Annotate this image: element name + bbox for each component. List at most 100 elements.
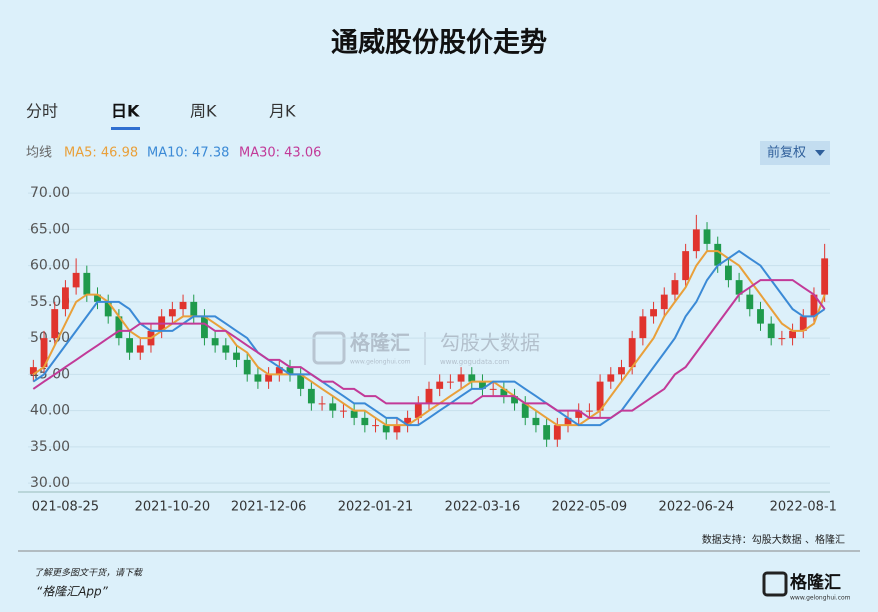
candle-body: [778, 338, 786, 340]
tab[interactable]: 月K: [269, 102, 296, 121]
y-tick-label: 70.00: [30, 185, 70, 201]
candle-body: [767, 323, 775, 339]
tab-active[interactable]: 日K: [111, 102, 140, 121]
candle-body: [222, 345, 230, 353]
x-tick-label: 2022-03-16: [445, 500, 521, 515]
legend-item: MA30: 43.06: [239, 146, 321, 161]
candle-body: [703, 229, 711, 244]
candle-body: [564, 417, 572, 426]
candle-body: [607, 374, 615, 382]
watermark: 格隆汇 www.gelonghui.com 勾股大数据 www.gogudata…: [312, 331, 540, 366]
candle-body: [511, 396, 518, 404]
candle-body: [489, 388, 497, 390]
x-tick-label: 2022-05-09: [552, 500, 628, 515]
watermark-brand: 勾股大数据: [440, 331, 540, 355]
promo: 了解更多图文干货，请下载: [34, 568, 143, 579]
y-tick-label: 35.00: [30, 439, 70, 455]
candle-body: [329, 403, 337, 411]
candle-body: [83, 272, 91, 295]
ma-line: [32, 249, 826, 427]
candle-body: [553, 425, 561, 440]
logo-icon: [762, 571, 788, 597]
candle-body: [233, 352, 240, 360]
y-tick-label: 40.00: [30, 403, 70, 419]
candle-body: [350, 410, 358, 418]
candle-body: [275, 367, 283, 375]
candle-body: [265, 374, 273, 382]
candle-body: [799, 316, 807, 331]
candle-body: [190, 301, 198, 317]
app: “格隆汇App”: [36, 585, 109, 599]
candle-body: [361, 417, 369, 426]
candle-body: [757, 309, 764, 324]
x-tick-label: 2022-08-1: [770, 500, 837, 515]
source: 数据支持：勾股大数据 、格隆汇: [702, 533, 845, 546]
candle-body: [692, 229, 700, 252]
candle-body: [201, 316, 208, 339]
candle-body: [40, 338, 48, 368]
candle-body: [414, 403, 422, 418]
ma-line: [32, 279, 826, 419]
candle-body: [425, 388, 433, 404]
x-tick-label: 021-08-25: [32, 500, 99, 515]
y-tick-label: 50.00: [30, 330, 70, 346]
logo-site: www.gelonghui.com: [790, 595, 851, 602]
y-tick-label: 65.00: [30, 221, 70, 237]
watermark-url: www.gogudata.com: [440, 358, 509, 366]
candle-body: [307, 388, 315, 404]
watermark-logo: 格隆汇: [350, 331, 410, 355]
legend-item: MA10: 47.38: [147, 146, 229, 161]
candle-body: [671, 280, 679, 295]
ma-line: [32, 250, 826, 427]
candle-body: [724, 265, 732, 281]
candle-body: [457, 374, 465, 382]
candle-body: [72, 272, 80, 288]
logo: 格隆汇: [790, 572, 841, 593]
candle-body: [136, 345, 144, 353]
candle-body: [340, 410, 347, 412]
watermark-icon: [312, 331, 346, 365]
candle-body: [372, 425, 379, 427]
candle-body: [639, 316, 647, 339]
candle-body: [297, 374, 305, 389]
candle-body: [789, 330, 796, 339]
x-tick-label: 2022-01-21: [338, 500, 414, 515]
candle-body: [393, 425, 401, 433]
candle-body: [650, 309, 657, 317]
candle-body: [521, 403, 529, 418]
candle-body: [500, 388, 508, 397]
candle-body: [618, 367, 625, 375]
y-tick-label: 30.00: [30, 475, 70, 491]
tab[interactable]: 分时: [26, 102, 58, 121]
candle-body: [746, 294, 754, 310]
candle-body: [543, 425, 551, 440]
x-tick-label: 2021-10-20: [135, 500, 211, 515]
tab[interactable]: 周K: [190, 102, 217, 121]
candle-body: [243, 359, 251, 375]
candle-body: [735, 280, 743, 295]
candle-body: [318, 403, 326, 405]
candle-body: [532, 417, 540, 426]
title: 通威股份股价走势: [331, 28, 547, 59]
candle-body: [286, 367, 294, 375]
candle-body: [810, 294, 818, 317]
candle-body: [436, 381, 444, 389]
candle-body: [94, 294, 101, 302]
plot: 30.0035.0040.0045.0050.0055.0060.0065.00…: [18, 185, 837, 515]
candle-body: [254, 374, 262, 382]
candle-body: [179, 301, 187, 310]
button-caret: [815, 150, 825, 156]
candle-body: [479, 381, 486, 389]
candle-body: [446, 381, 454, 383]
candle-body: [575, 410, 583, 418]
candle-body: [660, 294, 668, 310]
y-tick-label: 55.00: [30, 294, 70, 310]
candle-body: [51, 309, 59, 339]
candle-body: [126, 338, 134, 353]
button-label[interactable]: 前复权: [767, 145, 806, 161]
tab-underline: [111, 127, 140, 130]
candle-body: [628, 338, 636, 368]
candle-body: [104, 301, 112, 317]
